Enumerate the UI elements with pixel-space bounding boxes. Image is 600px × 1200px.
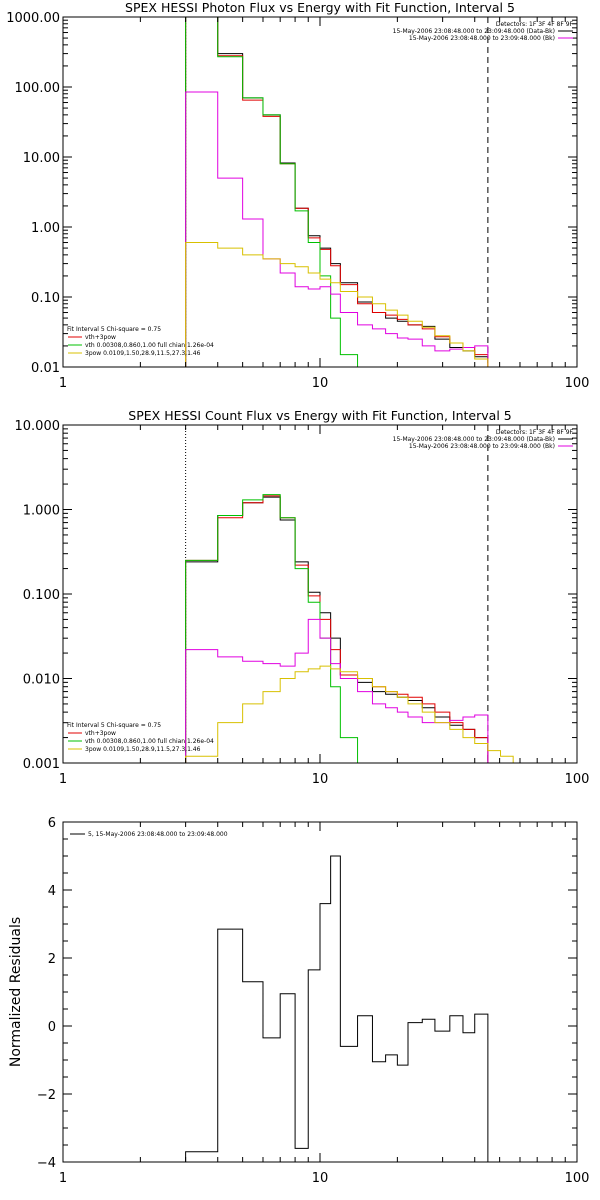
legend-bottom-left-line: vth 0.00308,0.860,1.00 full chian 1.26e-… (85, 342, 214, 349)
series-4-line (185, 618, 489, 763)
legend-top-right-line: Detectors: 1F 3F 4F 8F 9F (496, 429, 574, 436)
plot-frame (62, 821, 578, 1163)
legend-bottom-left-line: vth+3pow (85, 334, 116, 341)
legend-bottom-left-line: vth 0.00308,0.860,1.00 full chian 1.26e-… (85, 738, 214, 745)
legend-bottom-left-line: vth+3pow (85, 730, 116, 737)
y-tick-label: 100.00 (15, 81, 61, 96)
y-tick-label: 4 (48, 884, 56, 899)
y-tick-label: 1.000 (23, 504, 60, 519)
chart-title: SPEX HESSI Count Flux vs Energy with Fit… (128, 408, 511, 423)
series-3-line (185, 494, 373, 763)
chart-2: SPEX HESSI Count Flux vs Energy with Fit… (15, 408, 590, 787)
x-tick-label: 1 (59, 1171, 67, 1186)
legend-top-right-line: 15-May-2006 23:08:48.000 to 23:09:48.000… (393, 436, 555, 443)
legend-top-right-line: Detectors: 1F 3F 4F 8F 9F (496, 21, 574, 28)
y-tick-label: −2 (37, 1088, 56, 1103)
series-4-line (185, 91, 489, 367)
chart-1: SPEX HESSI Photon Flux vs Energy with Fi… (6, 0, 590, 391)
y-tick-label: 0.10 (31, 291, 60, 306)
legend-text: 5, 15-May-2006 23:08:48.000 to 23:09:48.… (88, 831, 228, 838)
y-tick-label: 10.00 (23, 151, 60, 166)
y-axis-label: Normalized Residuals (8, 917, 24, 1067)
legend-top-right-line: 15-May-2006 23:08:48.000 to 23:09:48.000… (409, 35, 555, 42)
series-1-line (185, 855, 489, 1162)
x-tick-label: 1 (59, 376, 67, 391)
series-3-line (185, 17, 387, 367)
series-2-line (185, 17, 489, 367)
x-tick-label: 1 (59, 772, 67, 787)
y-tick-label: 1000.00 (6, 11, 60, 26)
y-tick-label: 0.100 (23, 588, 60, 603)
x-tick-label: 10 (312, 1171, 329, 1186)
x-tick-label: 10 (312, 772, 329, 787)
legend-bottom-left-line: 3pow 0.0109,1.50,28.9,11.5,27.3,1.46 (85, 746, 201, 753)
x-tick-label: 10 (312, 376, 329, 391)
legend-bottom-left-line: Fit Interval 5 Chi-square = 0.75 (67, 326, 161, 333)
chart-3: 1 10 100 −4 −2 0 2 4 6 Normalized Residuals 5, 15-… (8, 816, 589, 1186)
x-tick-label: 100 (565, 772, 590, 787)
y-tick-label: −4 (37, 1156, 56, 1171)
y-tick-label: 0.010 (23, 673, 60, 688)
legend-top-right-line: 15-May-2006 23:08:48.000 to 23:09:48.000… (409, 443, 555, 450)
y-tick-label: 0.001 (23, 757, 60, 772)
x-tick-label: 100 (565, 1171, 590, 1186)
legend-bottom-left-line: 3pow 0.0109,1.50,28.9,11.5,27.3,1.46 (85, 350, 201, 357)
legend-bottom-left-line: Fit Interval 5 Chi-square = 0.75 (67, 722, 161, 729)
y-tick-label: 0.01 (31, 361, 60, 376)
series-1-line (185, 17, 489, 367)
y-tick-label: 6 (48, 816, 56, 831)
chart-title: SPEX HESSI Photon Flux vs Energy with Fi… (125, 0, 515, 15)
series-5-line (185, 665, 526, 763)
plot-frame (62, 16, 578, 368)
y-tick-label: 10.000 (15, 419, 61, 434)
y-tick-label: 1.00 (31, 221, 60, 236)
y-tick-label: 0 (48, 1020, 56, 1035)
x-tick-label: 100 (565, 376, 590, 391)
series-5-line (185, 242, 489, 367)
y-tick-label: 2 (48, 952, 56, 967)
legend-top-right-line: 15-May-2006 23:08:48.000 to 23:09:48.000… (393, 28, 555, 35)
